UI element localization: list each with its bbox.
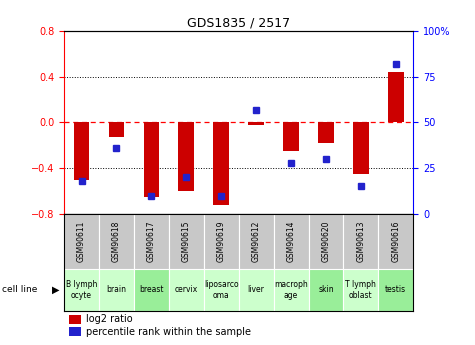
Text: GSM90618: GSM90618 (112, 221, 121, 262)
Text: GSM90613: GSM90613 (356, 221, 365, 262)
Bar (179, 122, 194, 191)
Bar (169, 214, 204, 269)
Bar (248, 122, 264, 125)
Text: GSM90616: GSM90616 (391, 221, 400, 262)
Title: GDS1835 / 2517: GDS1835 / 2517 (187, 17, 290, 30)
Bar (274, 269, 309, 310)
Text: liposarco
oma: liposarco oma (204, 280, 238, 299)
Text: liver: liver (247, 285, 265, 294)
Bar (213, 122, 229, 205)
Text: cervix: cervix (175, 285, 198, 294)
Bar (64, 214, 99, 269)
Bar (238, 269, 274, 310)
Bar (204, 269, 238, 310)
Text: percentile rank within the sample: percentile rank within the sample (86, 327, 250, 336)
Bar (283, 122, 299, 151)
Text: cell line: cell line (2, 285, 38, 294)
Bar (343, 214, 379, 269)
Text: testis: testis (385, 285, 406, 294)
Bar (343, 269, 379, 310)
Bar (99, 269, 134, 310)
Text: GSM90619: GSM90619 (217, 221, 226, 262)
Text: ▶: ▶ (52, 285, 59, 295)
Text: breast: breast (139, 285, 164, 294)
Bar (109, 122, 124, 137)
Text: log2 ratio: log2 ratio (86, 315, 132, 324)
Bar (64, 269, 99, 310)
Bar (143, 122, 159, 197)
Bar (238, 214, 274, 269)
Text: GSM90611: GSM90611 (77, 221, 86, 262)
Bar (134, 214, 169, 269)
Bar (388, 72, 404, 122)
Text: brain: brain (106, 285, 126, 294)
Bar (204, 214, 238, 269)
Text: B lymph
ocyte: B lymph ocyte (66, 280, 97, 299)
Bar (379, 214, 413, 269)
Text: skin: skin (318, 285, 334, 294)
Bar (99, 214, 134, 269)
Text: GSM90615: GSM90615 (182, 221, 191, 262)
Bar (309, 214, 343, 269)
Bar (309, 269, 343, 310)
Text: T lymph
oblast: T lymph oblast (345, 280, 376, 299)
Bar (274, 214, 309, 269)
Bar (169, 269, 204, 310)
Bar (134, 269, 169, 310)
Bar (318, 122, 334, 143)
Text: GSM90620: GSM90620 (322, 221, 331, 262)
Bar (74, 122, 89, 180)
Text: GSM90612: GSM90612 (252, 221, 261, 262)
Bar (379, 269, 413, 310)
Text: GSM90617: GSM90617 (147, 221, 156, 262)
Text: macroph
age: macroph age (274, 280, 308, 299)
Bar (353, 122, 369, 174)
Text: GSM90614: GSM90614 (286, 221, 295, 262)
